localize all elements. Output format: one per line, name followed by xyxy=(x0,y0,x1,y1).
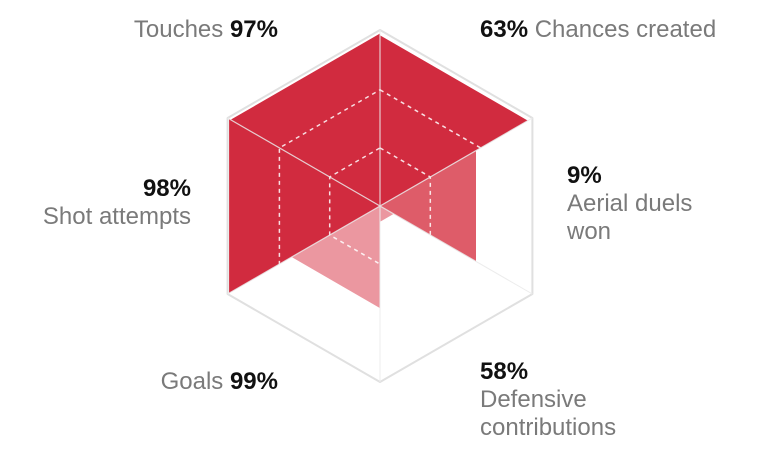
radar-slice-aerial-duels-won xyxy=(380,206,394,222)
axis-name: Touches xyxy=(133,16,224,43)
radar-slice-defensive-contributions xyxy=(291,206,380,309)
radar-slice-shot-attempts xyxy=(230,33,380,206)
spoke-shadow-1 xyxy=(379,117,533,207)
axis-value: 98% xyxy=(142,175,191,202)
spoke-5 xyxy=(227,117,381,207)
axis-name-line2: contributions xyxy=(480,414,617,441)
axis-value: 9% xyxy=(567,162,602,189)
axis-value: 63% xyxy=(480,16,529,43)
axis-name: Goals xyxy=(160,368,224,395)
spoke-4 xyxy=(227,205,381,295)
axis-name-line2: won xyxy=(567,218,612,245)
axis-value: 58% xyxy=(480,358,529,385)
spoke-shadow-5 xyxy=(227,117,381,207)
spoke-shadow-2 xyxy=(379,205,533,295)
label-aerial-duels-won: 9% Aerial duels won xyxy=(567,162,692,246)
axis-value: 97% xyxy=(229,16,278,43)
axis-name-line1: Aerial duels xyxy=(567,190,693,217)
label-defensive-contributions: 58% Defensive contributions xyxy=(480,358,616,442)
label-touches: Touches 97% xyxy=(134,16,278,44)
label-shot-attempts: 98% Shot attempts xyxy=(43,175,191,231)
spoke-1 xyxy=(379,117,533,207)
radar-slice-chances-created xyxy=(380,150,476,262)
label-goals: Goals 99% xyxy=(161,368,278,396)
spoke-shadow-4 xyxy=(227,205,381,295)
radar-slice-goals xyxy=(229,118,380,294)
axis-value: 99% xyxy=(229,368,278,395)
axis-name-line1: Defensive xyxy=(480,386,587,413)
axis-name: Chances created xyxy=(534,16,717,43)
spoke-2 xyxy=(379,205,533,295)
radar-slice-touches xyxy=(380,35,528,206)
axis-name: Shot attempts xyxy=(42,203,191,230)
label-chances-created: 63% Chances created xyxy=(480,16,716,44)
